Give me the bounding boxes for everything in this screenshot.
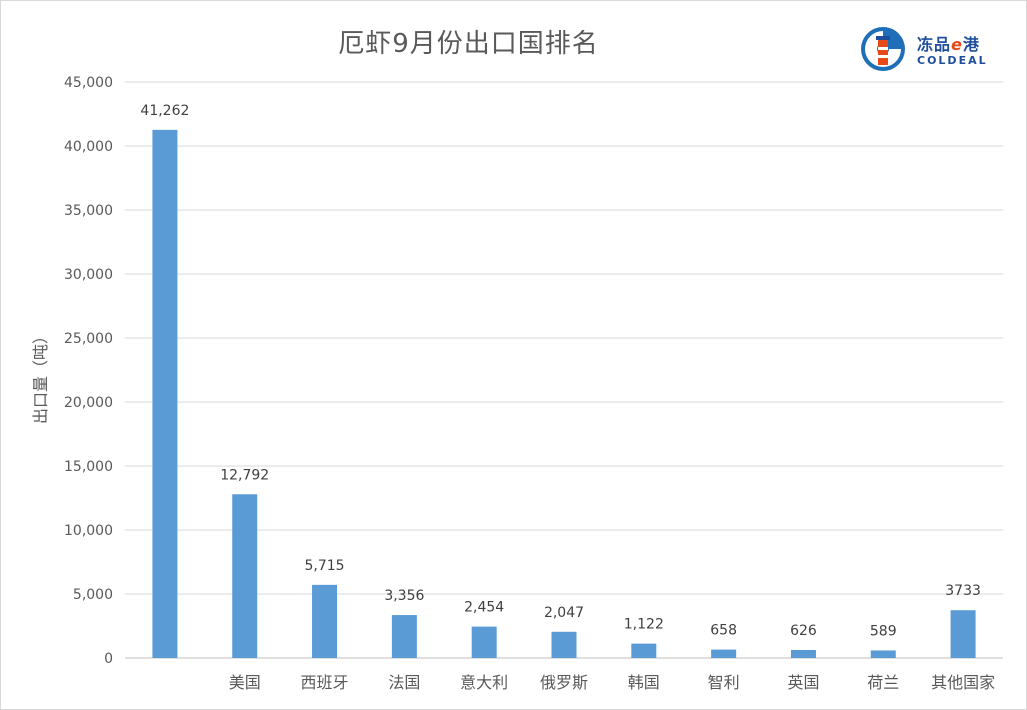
- logo-english-text: COLDEAL: [917, 54, 988, 67]
- x-category-label: 西班牙: [301, 673, 349, 692]
- x-category-label: 美国: [229, 673, 261, 692]
- x-category-label: 智利: [708, 673, 740, 692]
- x-category-label: 英国: [787, 673, 819, 692]
- bar: [152, 129, 178, 658]
- bar: [391, 615, 417, 658]
- y-tick-label: 45,000: [64, 75, 113, 91]
- y-tick-label: 10,000: [64, 523, 113, 539]
- bar: [312, 584, 338, 658]
- data-label: 3,356: [384, 588, 424, 604]
- x-category-label: 荷兰: [867, 673, 899, 692]
- bar: [631, 643, 657, 658]
- bar: [471, 626, 497, 658]
- data-label: 12,792: [220, 467, 269, 483]
- y-tick-label: 30,000: [64, 267, 113, 283]
- data-label: 3733: [945, 583, 981, 599]
- y-tick-label: 15,000: [64, 459, 113, 475]
- y-tick-label: 20,000: [64, 395, 113, 411]
- coldeal-logo: 冻品e港 COLDEAL: [859, 25, 1009, 75]
- data-label: 1,122: [624, 617, 664, 633]
- x-category-label: 法国: [388, 673, 420, 692]
- data-label: 2,047: [544, 605, 584, 621]
- bar: [950, 610, 976, 658]
- bar: [551, 631, 577, 658]
- data-label: 658: [710, 623, 737, 639]
- bar: [790, 649, 816, 658]
- x-category-label: 意大利: [460, 673, 508, 692]
- y-tick-label: 0: [104, 651, 113, 667]
- data-label: 589: [870, 623, 897, 639]
- data-label: 5,715: [304, 558, 344, 574]
- x-category-label: 韩国: [628, 673, 660, 692]
- data-label: 2,454: [464, 600, 504, 616]
- lighthouse-logo-icon: [861, 27, 905, 71]
- x-category-label: 俄罗斯: [540, 673, 588, 692]
- x-category-label: 其他国家: [931, 673, 995, 692]
- y-tick-label: 35,000: [64, 203, 113, 219]
- bar: [232, 494, 258, 658]
- logo-chinese-text: 冻品e港: [917, 35, 980, 54]
- y-tick-label: 5,000: [73, 587, 113, 603]
- bar: [870, 650, 896, 658]
- chart-title: 厄虾9月份出口国排名: [338, 29, 599, 59]
- y-tick-label: 40,000: [64, 139, 113, 155]
- bar: [711, 649, 737, 658]
- data-label: 41,262: [140, 103, 189, 119]
- data-label: 626: [790, 623, 817, 639]
- y-tick-label: 25,000: [64, 331, 113, 347]
